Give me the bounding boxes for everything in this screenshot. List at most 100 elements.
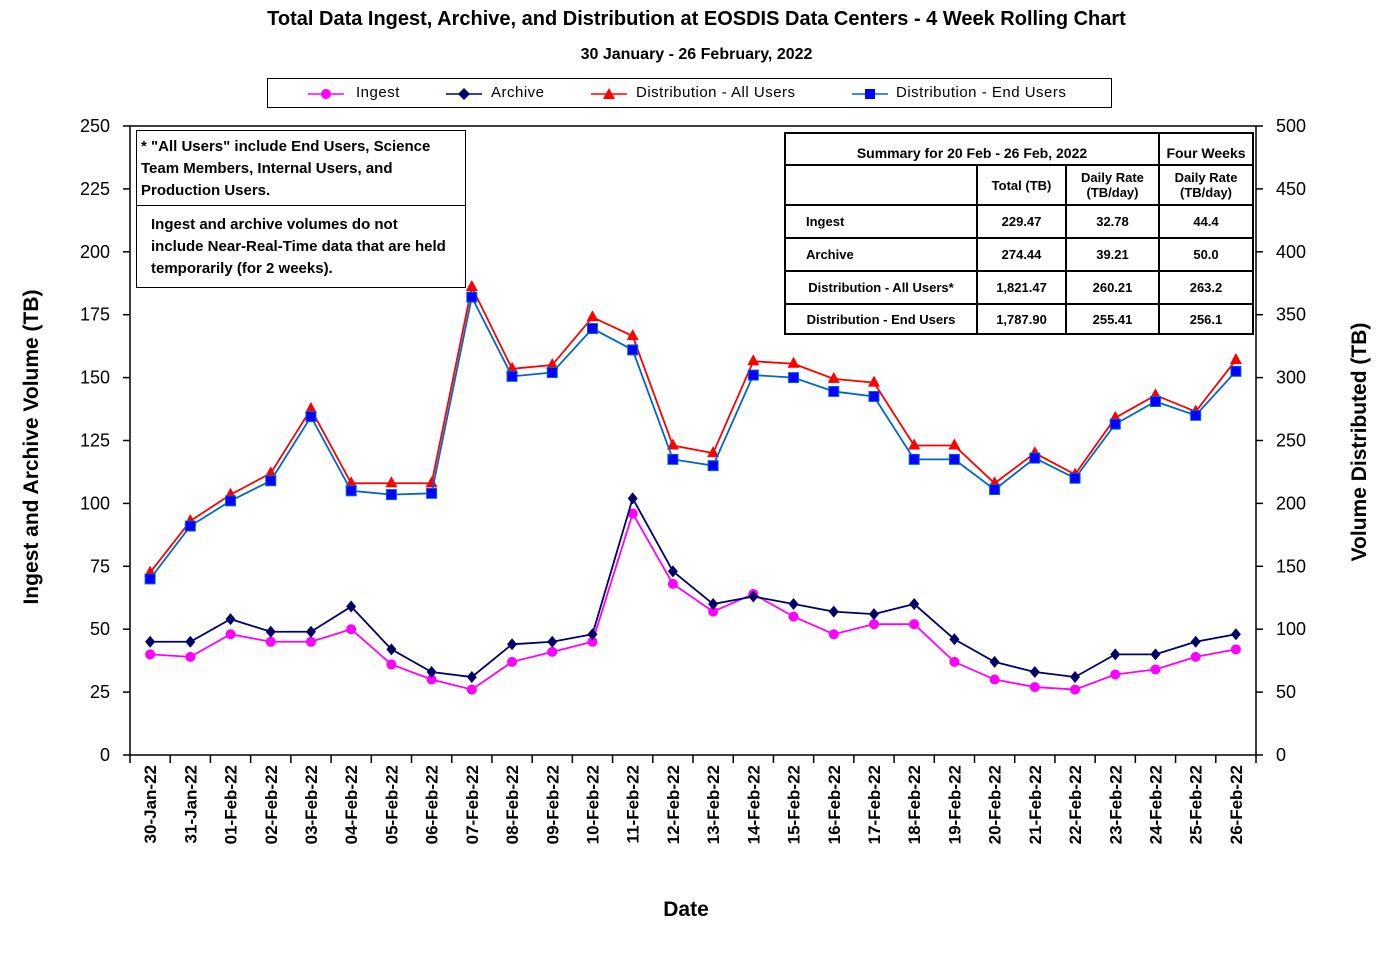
y-tick-label: 200 (80, 242, 110, 262)
y-tick-label: 225 (80, 179, 110, 199)
ingest-point (667, 578, 678, 589)
all-users-note: * "All Users" include End Users, Science… (136, 130, 466, 206)
x-tick-label: 25-Feb-22 (1187, 765, 1206, 844)
archive-point (1150, 648, 1161, 661)
archive-point (708, 598, 719, 611)
ingest-point (708, 606, 719, 617)
archive-point (989, 655, 1000, 668)
distribution-end-users-point (667, 453, 679, 465)
x-tick-label: 13-Feb-22 (704, 765, 723, 844)
archive-point (868, 608, 879, 621)
x-tick-label: 07-Feb-22 (463, 765, 482, 844)
row-total: 274.44 (976, 237, 1067, 272)
archive-point (587, 628, 598, 641)
distribution-end-users-line (149, 294, 1237, 580)
ingest-point (1070, 684, 1081, 695)
dist-end-legend-marker (865, 89, 875, 99)
distribution-all-users-point (787, 356, 800, 368)
ingest-point (265, 636, 276, 647)
distribution-end-users-point (144, 573, 156, 585)
ingest-point (1110, 669, 1121, 680)
col-total-header: Total (TB) (976, 164, 1067, 206)
archive-legend-marker (458, 88, 470, 100)
distribution-all-users-point (666, 438, 679, 450)
x-tick-label: 21-Feb-22 (1026, 765, 1045, 844)
ingest-point (386, 659, 397, 670)
archive-point (305, 625, 316, 638)
y2-tick-label: 200 (1276, 493, 1306, 513)
row-label: Distribution - End Users (783, 303, 979, 335)
archive-point (1029, 665, 1040, 678)
y-tick-label: 125 (80, 431, 110, 451)
ingest-point (426, 674, 437, 685)
ingest-point (466, 684, 477, 695)
distribution-end-users-point (1109, 418, 1121, 430)
col-daily4-header: Daily Rate (TB/day) (1158, 164, 1254, 206)
ingest-point (547, 646, 558, 657)
distribution-end-users-point (948, 453, 960, 465)
ingest-point (788, 611, 799, 622)
y-tick-label: 25 (90, 682, 110, 702)
x-tick-label: 10-Feb-22 (583, 765, 602, 844)
row-daily: 260.21 (1064, 270, 1161, 305)
y2-tick-label: 250 (1276, 431, 1306, 451)
ingest-line (150, 511, 1237, 691)
ingest-point (346, 624, 357, 635)
distribution-end-users-point (1149, 396, 1161, 408)
distribution-end-users-point (1190, 409, 1202, 421)
four-weeks-header: Four Weeks (1158, 132, 1254, 166)
distribution-end-users-point (305, 411, 317, 423)
row-daily: 255.41 (1064, 303, 1161, 335)
distribution-end-users-point (707, 460, 719, 472)
y-tick-label: 75 (90, 556, 110, 576)
archive-point (185, 635, 196, 648)
distribution-end-users-point (828, 385, 840, 397)
archive-point (1070, 671, 1081, 684)
x-tick-label: 14-Feb-22 (744, 765, 763, 844)
ingest-point (1150, 664, 1161, 675)
x-tick-label: 05-Feb-22 (382, 765, 401, 844)
y2-axis-label: Volume Distributed (TB) (1348, 322, 1371, 562)
x-tick-label: 04-Feb-22 (342, 765, 361, 844)
distribution-all-users-point (304, 402, 317, 414)
row-daily: 39.21 (1064, 237, 1161, 272)
distribution-all-users-point (465, 280, 478, 292)
x-tick-label: 03-Feb-22 (302, 765, 321, 844)
archive-point (748, 590, 759, 603)
legend-swatches (308, 88, 888, 100)
ingest-point (1190, 651, 1201, 662)
archive-point (265, 625, 276, 638)
ingest-point (225, 629, 236, 640)
x-tick-label: 19-Feb-22 (945, 765, 964, 844)
legend-archive: Archive (491, 84, 545, 101)
ingest-point (1029, 682, 1040, 693)
archive-point (949, 633, 960, 646)
x-tick-label: 06-Feb-22 (423, 765, 442, 844)
distribution-end-users-point (1029, 452, 1041, 464)
y-axis-label: Ingest and Archive Volume (TB) (20, 289, 43, 605)
y2-tick-label: 350 (1276, 305, 1306, 325)
archive-point (507, 638, 518, 651)
all-users-note-text: * "All Users" include End Users, Science… (141, 138, 431, 199)
ingest-legend-marker (321, 89, 331, 99)
y2-tick-label: 400 (1276, 242, 1306, 262)
archive-point (145, 635, 156, 648)
distribution-all-users-point (1229, 352, 1242, 364)
col-daily-header: Daily Rate (TB/day) (1064, 164, 1161, 206)
ingest-point (305, 636, 316, 647)
distribution-all-users-point (827, 371, 840, 383)
distribution-all-users-point (747, 354, 760, 366)
y-tick-label: 0 (100, 745, 110, 765)
x-tick-label: 01-Feb-22 (222, 765, 241, 844)
summary-table: Summary for 20 Feb - 26 Feb, 2022 Four W… (783, 132, 1254, 335)
distribution-all-users-point (867, 375, 880, 387)
distribution-end-users-point (225, 495, 237, 507)
distribution-end-users-point (385, 489, 397, 501)
distribution-end-users-point (586, 323, 598, 335)
distribution-end-users-point (788, 372, 800, 384)
y2-tick-label: 500 (1276, 116, 1306, 136)
distribution-end-users-point (546, 367, 558, 379)
chart-legend: Ingest Archive Distribution - All Users … (267, 78, 1112, 108)
y2-tick-label: 0 (1276, 745, 1286, 765)
